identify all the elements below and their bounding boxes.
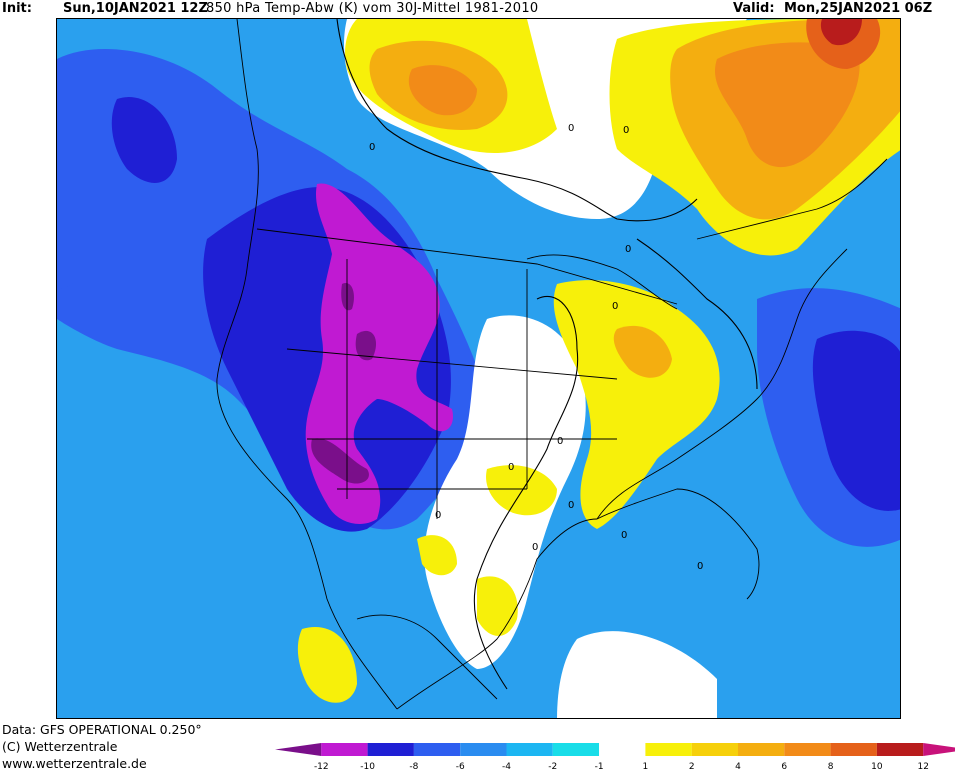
scale-tick-label: -2 — [548, 762, 557, 772]
warm-anomaly-region — [553, 280, 720, 529]
scale-tick-label: 2 — [689, 762, 695, 772]
scale-tick-label: 6 — [781, 762, 787, 772]
deep-cold-core — [111, 97, 177, 183]
contour-label: 0 — [532, 542, 538, 553]
scale-swatch — [738, 743, 785, 756]
scale-tick-label: -4 — [502, 762, 511, 772]
contour-label: 0 — [621, 530, 627, 541]
contour-label: 0 — [369, 142, 375, 153]
contour-label: 0 — [508, 462, 514, 473]
contour-label: 0 — [697, 561, 703, 572]
init-run-time: Sun,10JAN2021 12Z — [63, 1, 208, 16]
valid-time: Mon,25JAN2021 06Z — [784, 1, 933, 16]
credits-block: Data: GFS OPERATIONAL 0.250° (C) Wetterz… — [2, 721, 202, 772]
contour-label: 0 — [557, 436, 563, 447]
contour-label: 0 — [612, 301, 618, 312]
scale-tick-label: -1 — [595, 762, 604, 772]
contour-label: 0 — [623, 125, 629, 136]
stronger-warm-region — [408, 65, 477, 116]
contour-label: 0 — [568, 500, 574, 511]
scale-tick-label: -12 — [314, 762, 329, 772]
map-canvas: 0 0 0 0 0 0 0 0 0 0 0 0 — [57, 19, 900, 718]
scale-tick-label: 1 — [643, 762, 649, 772]
scale-tick-label: -8 — [409, 762, 418, 772]
scale-swatch — [691, 743, 738, 756]
anomaly-map: 0 0 0 0 0 0 0 0 0 0 0 0 — [56, 18, 901, 719]
scale-swatch — [506, 743, 553, 756]
scale-swatch — [645, 743, 692, 756]
scale-swatch — [321, 743, 368, 756]
scale-tick-label: -10 — [360, 762, 375, 772]
color-scale-legend: -12 -10 -8 -6 -4 -2 -1 1 2 4 6 8 10 12 — [275, 743, 955, 772]
scale-swatch — [599, 743, 646, 756]
strong-warm-region — [613, 325, 672, 378]
contour-label: 0 — [625, 244, 631, 255]
cold-anomaly-region — [57, 139, 100, 289]
contour-label-group: 0 0 0 0 0 0 0 0 0 0 0 0 — [369, 123, 703, 572]
warm-anomaly-region — [486, 465, 557, 516]
contour-label: 0 — [435, 510, 441, 521]
scale-swatch — [275, 743, 322, 756]
extreme-cold-core — [355, 330, 377, 361]
data-source-text: Data: GFS OPERATIONAL 0.250° — [2, 722, 202, 737]
scale-swatch — [367, 743, 414, 756]
scale-tick-label: 8 — [828, 762, 834, 772]
init-label: Init: — [2, 1, 32, 16]
map-title-bar: Init: Sun,10JAN2021 12Z 850 hPa Temp-Abw… — [0, 0, 955, 18]
website-text: www.wetterzentrale.de — [2, 756, 147, 771]
scale-tick-label: 4 — [735, 762, 741, 772]
scale-swatch — [552, 743, 600, 756]
political-borders — [256, 228, 678, 519]
variable-title: 850 hPa Temp-Abw (K) vom 30J-Mittel 1981… — [206, 1, 539, 16]
scale-swatch — [784, 743, 831, 756]
extreme-cold-core — [311, 438, 369, 484]
warm-anomaly-region — [477, 576, 518, 636]
coastlines — [216, 19, 888, 710]
deep-cold-atlantic — [812, 330, 900, 511]
extreme-cold-core — [341, 283, 354, 311]
valid-label: Valid: — [733, 1, 775, 16]
scale-tick-label: 12 — [917, 762, 928, 772]
scale-tick-label: -6 — [456, 762, 465, 772]
copyright-text: (C) Wetterzentrale — [2, 739, 118, 754]
scale-swatch — [413, 743, 461, 756]
scale-swatch — [460, 743, 507, 756]
scale-tick-label: 10 — [871, 762, 883, 772]
scale-swatch — [876, 743, 924, 756]
warm-anomaly-region — [417, 535, 457, 576]
warm-anomaly-region — [297, 627, 357, 703]
zero-anomaly-contours — [336, 19, 758, 690]
scale-swatch — [830, 743, 877, 756]
contour-label: 0 — [568, 123, 574, 134]
stronger-warm-region — [714, 42, 860, 168]
extreme-warm-core — [820, 19, 862, 46]
scale-swatch — [923, 743, 955, 756]
neutral-region — [557, 631, 717, 718]
